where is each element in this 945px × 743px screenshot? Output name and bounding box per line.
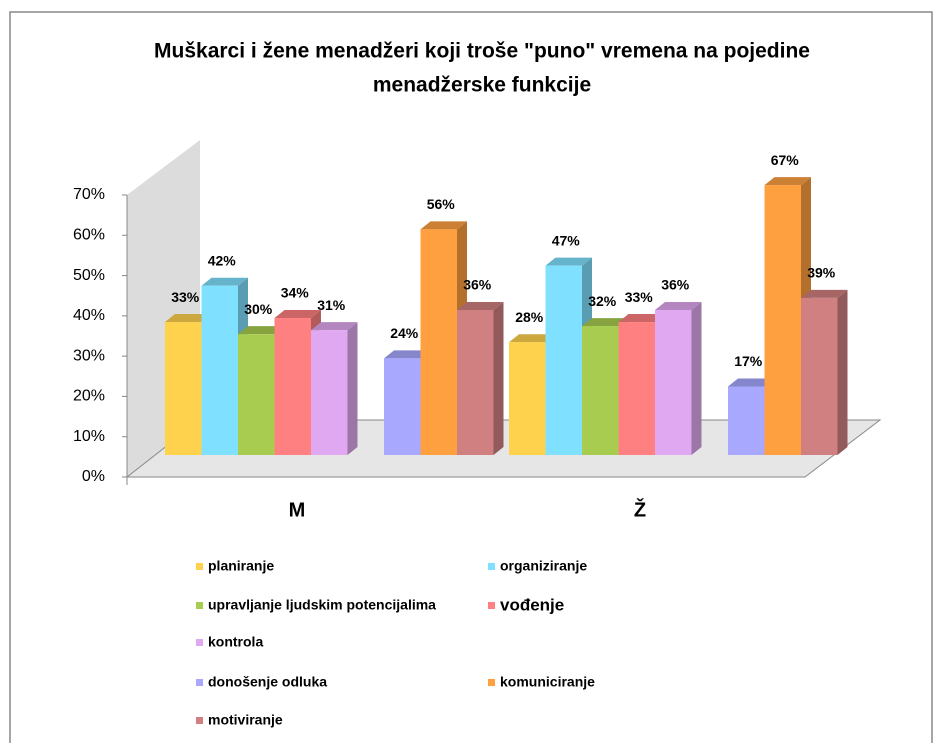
data-label: 56% <box>427 196 456 212</box>
data-label: 33% <box>171 289 200 305</box>
bar-top <box>764 177 811 186</box>
legend-swatch <box>196 563 203 570</box>
bar <box>274 318 311 455</box>
x-tick-label: M <box>289 499 306 521</box>
bar-side <box>691 301 702 455</box>
bar-top <box>801 289 848 298</box>
bar-top <box>655 301 702 310</box>
y-tick-label: 0% <box>82 468 105 485</box>
bar-top <box>274 310 321 319</box>
y-tick-label: 30% <box>73 347 105 364</box>
legend-swatch <box>196 639 203 646</box>
chart-subtitle: menadžerske funkcije <box>373 74 591 97</box>
bar-side <box>493 301 504 455</box>
data-label: 36% <box>661 277 690 293</box>
data-label: 17% <box>734 353 763 369</box>
bar-top <box>384 350 431 359</box>
legend-swatch <box>196 679 203 686</box>
legend-label: donošenje odluka <box>208 674 327 690</box>
legend-label: upravljanje ljudskim potencijalima <box>208 597 436 613</box>
data-label: 28% <box>515 309 544 325</box>
legend-swatch <box>488 563 495 570</box>
chart-title: Muškarci i žene menadžeri koji troše "pu… <box>154 40 810 63</box>
legend-swatch <box>196 602 203 609</box>
data-label: 67% <box>771 152 800 168</box>
bar-top <box>165 314 212 323</box>
y-tick-label: 40% <box>73 307 105 324</box>
bar-top <box>618 314 665 323</box>
bar <box>311 330 348 455</box>
data-label: 42% <box>208 253 237 269</box>
data-label: 24% <box>390 325 419 341</box>
data-label: 39% <box>807 265 836 281</box>
data-label: 33% <box>625 289 654 305</box>
bar <box>384 358 421 455</box>
bar <box>801 297 838 455</box>
bar-side <box>837 289 848 455</box>
legend-label: organiziranje <box>500 558 587 574</box>
bar <box>420 229 457 455</box>
bar <box>509 342 546 455</box>
bar <box>582 326 619 455</box>
y-tick-label: 60% <box>73 227 105 244</box>
data-label: 34% <box>281 285 310 301</box>
legend-swatch <box>488 602 495 609</box>
bar <box>545 265 582 455</box>
y-tick-label: 20% <box>73 388 105 405</box>
bar-top <box>545 257 592 266</box>
legend-swatch <box>196 717 203 724</box>
y-tick-label: 10% <box>73 428 105 445</box>
data-label: 36% <box>463 277 492 293</box>
bar-top <box>582 318 629 327</box>
bar-top <box>457 301 504 310</box>
bar-top <box>238 326 285 335</box>
legend-label: kontrola <box>208 634 263 650</box>
bar <box>457 309 494 455</box>
bar <box>655 309 692 455</box>
legend-swatch <box>488 679 495 686</box>
bar <box>165 322 202 455</box>
data-label: 31% <box>317 297 346 313</box>
y-tick-label: 70% <box>73 186 105 203</box>
bar-top <box>311 322 358 331</box>
x-tick-label: Ž <box>634 497 646 521</box>
bar-top <box>728 378 775 387</box>
bar <box>618 322 655 455</box>
data-label: 30% <box>244 301 273 317</box>
bar-top <box>201 277 248 286</box>
bar <box>764 185 801 456</box>
bar-side <box>347 322 358 455</box>
bar <box>728 386 765 455</box>
bar-top <box>509 334 556 343</box>
bar-top <box>420 221 467 230</box>
data-label: 47% <box>552 232 581 248</box>
legend-label: vođenje <box>500 595 564 614</box>
bar <box>201 285 238 455</box>
legend-label: planiranje <box>208 558 274 574</box>
legend-label: motiviranje <box>208 712 283 728</box>
data-label: 32% <box>588 293 617 309</box>
legend-label: komuniciranje <box>500 674 595 690</box>
bar <box>238 334 275 455</box>
y-tick-label: 50% <box>73 267 105 284</box>
